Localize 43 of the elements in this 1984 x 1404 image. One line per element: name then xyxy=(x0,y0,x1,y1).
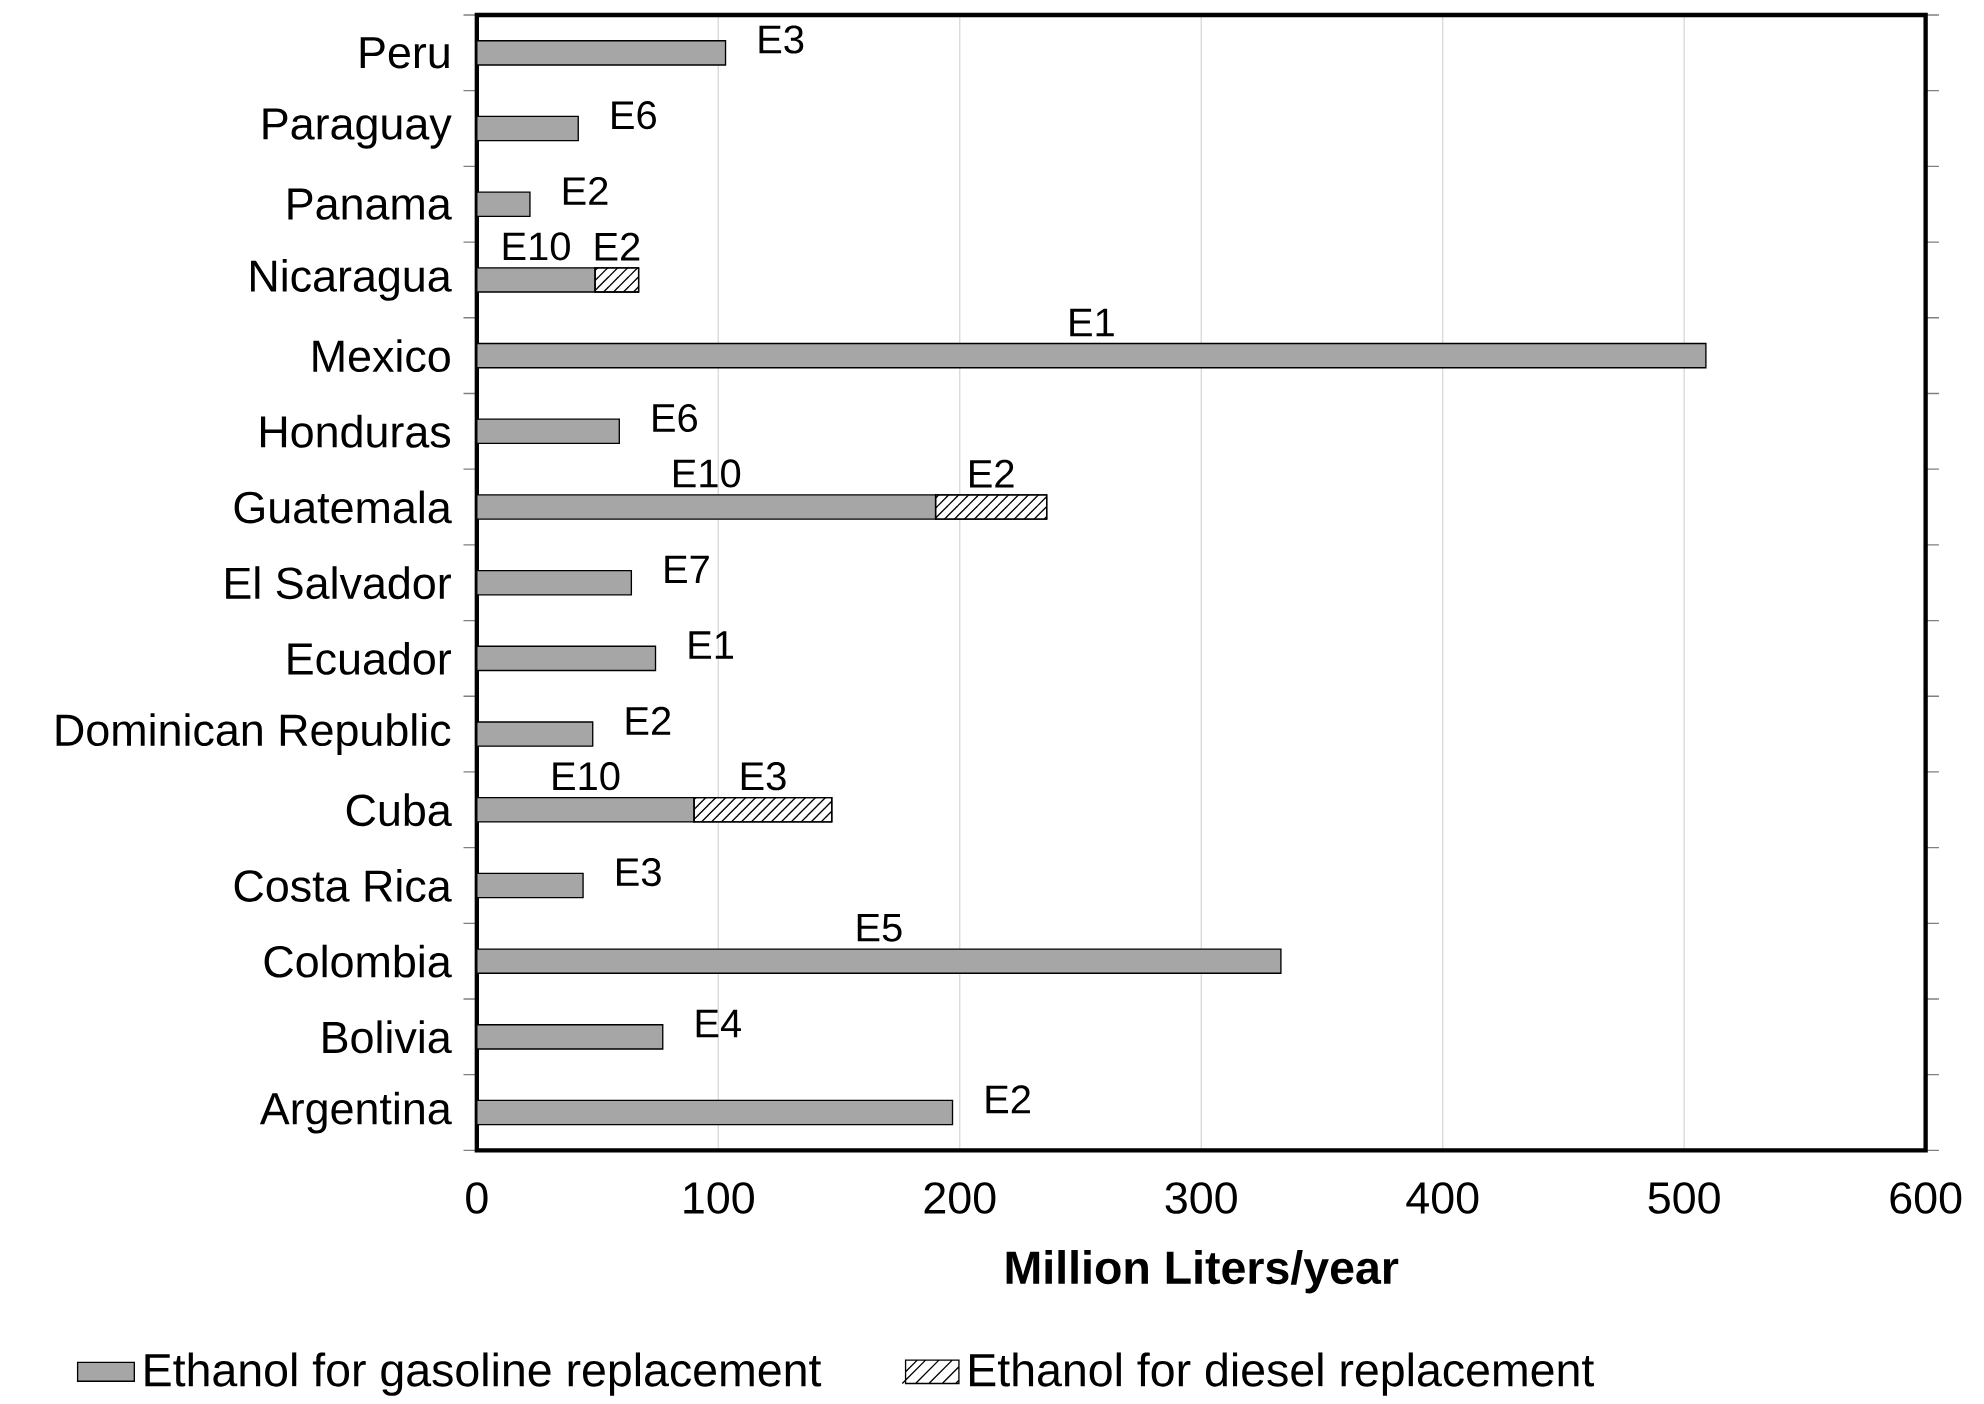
y-tick-label: Argentina xyxy=(259,1091,452,1134)
x-tick-label: 600 xyxy=(1890,1182,1962,1214)
data-label: E2 xyxy=(563,177,608,205)
data-label: E1 xyxy=(1070,308,1114,337)
data-label: E3 xyxy=(759,25,804,54)
y-tick-label: Paraguay xyxy=(263,108,452,149)
y-tick-label: Peru xyxy=(360,37,449,69)
y-tick-label: Costa Rica xyxy=(234,869,452,903)
y-tick-label: Panama xyxy=(288,188,452,220)
data-label: E10 xyxy=(674,459,741,488)
data-label: E1 xyxy=(689,631,733,659)
data-label: E5 xyxy=(857,914,902,942)
data-label: E6 xyxy=(612,101,656,130)
y-tick-label: Guatemala xyxy=(234,490,452,524)
y-tick-label: El Salvador xyxy=(226,566,451,600)
x-tick-label: 400 xyxy=(1406,1182,1479,1214)
data-label: E2 xyxy=(626,706,671,735)
data-label: E10 xyxy=(553,762,620,791)
data-label: E2 xyxy=(970,459,1014,488)
y-tick-label: Ecuador xyxy=(288,642,451,675)
x-tick-label: 200 xyxy=(924,1182,996,1214)
x-tick-label: 300 xyxy=(1165,1182,1237,1214)
y-tick-label: Nicaragua xyxy=(251,259,452,301)
data-label: E6 xyxy=(653,403,697,433)
y-tick-label: Bolivia xyxy=(323,1020,452,1054)
data-label: E2 xyxy=(595,232,640,261)
x-axis-title: Million Liters/year xyxy=(1006,1250,1399,1294)
x-tick-label: 0 xyxy=(466,1182,488,1214)
data-label: E4 xyxy=(696,1009,742,1038)
y-tick-label: Colombia xyxy=(264,944,452,978)
data-label: E10 xyxy=(503,232,570,261)
legend-label: Ethanol for gasoline replacement xyxy=(145,1352,822,1396)
x-tick-label: 500 xyxy=(1648,1182,1720,1214)
legend-label: Ethanol for diesel replacement xyxy=(970,1352,1594,1396)
data-label: E3 xyxy=(617,858,661,887)
x-tick-label: 100 xyxy=(684,1182,754,1214)
data-label: E2 xyxy=(986,1085,1030,1114)
data-label: E7 xyxy=(665,555,709,584)
data-label: E3 xyxy=(741,762,786,791)
y-tick-label: Dominican Republic xyxy=(56,713,451,756)
y-tick-label: Mexico xyxy=(313,339,450,373)
y-tick-label: Cuba xyxy=(346,793,452,827)
y-tick-label: Honduras xyxy=(261,414,451,448)
